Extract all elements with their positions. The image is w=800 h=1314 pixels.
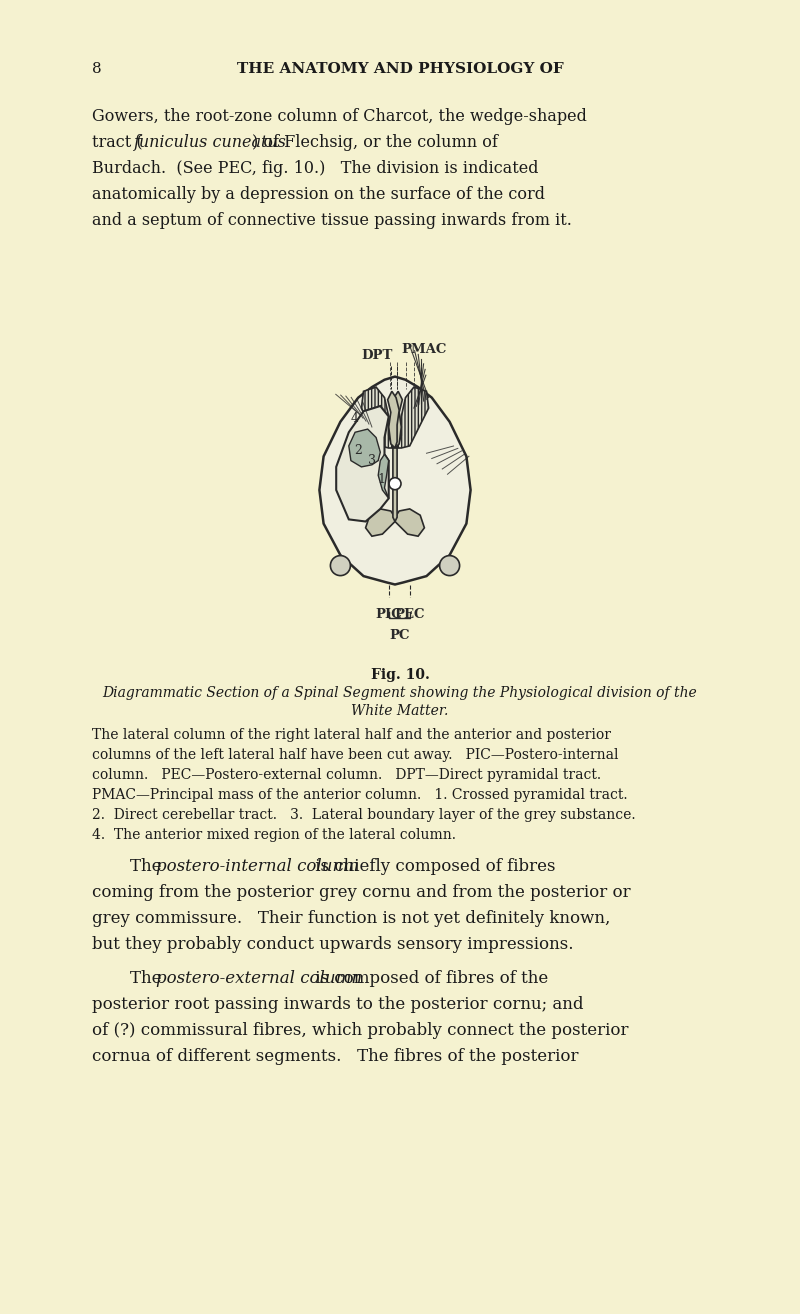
Text: PIC: PIC — [375, 607, 402, 620]
Polygon shape — [397, 388, 429, 448]
Polygon shape — [319, 377, 470, 585]
Circle shape — [440, 556, 459, 576]
Text: 3: 3 — [368, 455, 376, 466]
Text: is composed of fibres of the: is composed of fibres of the — [310, 970, 548, 987]
Text: coming from the posterior grey cornu and from the posterior or: coming from the posterior grey cornu and… — [92, 884, 630, 901]
Text: Gowers, the root-zone column of Charcot, the wedge-shaped: Gowers, the root-zone column of Charcot,… — [92, 108, 587, 125]
Text: is chiefly composed of fibres: is chiefly composed of fibres — [310, 858, 555, 875]
Polygon shape — [336, 406, 389, 522]
Text: funiculus cuneatus: funiculus cuneatus — [134, 134, 287, 151]
Text: posterior root passing inwards to the posterior cornu; and: posterior root passing inwards to the po… — [92, 996, 583, 1013]
Text: THE ANATOMY AND PHYSIOLOGY OF: THE ANATOMY AND PHYSIOLOGY OF — [237, 62, 563, 76]
Text: ) of Flechsig, or the column of: ) of Flechsig, or the column of — [252, 134, 498, 151]
Polygon shape — [366, 509, 395, 536]
Polygon shape — [393, 448, 397, 522]
Text: The lateral column of the right lateral half and the anterior and posterior: The lateral column of the right lateral … — [92, 728, 611, 742]
Text: White Matter.: White Matter. — [351, 704, 449, 717]
Polygon shape — [388, 392, 399, 448]
Text: cornua of different segments.   The fibres of the posterior: cornua of different segments. The fibres… — [92, 1049, 578, 1066]
Text: PMAC—Principal mass of the anterior column.   1. Crossed pyramidal tract.: PMAC—Principal mass of the anterior colu… — [92, 788, 628, 802]
Text: but they probably conduct upwards sensory impressions.: but they probably conduct upwards sensor… — [92, 936, 574, 953]
Text: anatomically by a depression on the surface of the cord: anatomically by a depression on the surf… — [92, 187, 545, 202]
Text: grey commissure.   Their function is not yet definitely known,: grey commissure. Their function is not y… — [92, 911, 610, 926]
Text: and a septum of connective tissue passing inwards from it.: and a septum of connective tissue passin… — [92, 212, 572, 229]
Text: The: The — [130, 858, 166, 875]
Polygon shape — [391, 392, 402, 448]
Text: Fig. 10.: Fig. 10. — [370, 668, 430, 682]
Polygon shape — [395, 509, 424, 536]
Text: 4.  The anterior mixed region of the lateral column.: 4. The anterior mixed region of the late… — [92, 828, 456, 842]
Text: Burdach.  (See PEC, fig. 10.)   The division is indicated: Burdach. (See PEC, fig. 10.) The divisio… — [92, 160, 538, 177]
Text: 1: 1 — [378, 473, 386, 486]
Text: Diagrammatic Section of a Spinal Segment showing the Physiological division of t: Diagrammatic Section of a Spinal Segment… — [102, 686, 698, 700]
Text: column.   PEC—Postero-external column.   DPT—Direct pyramidal tract.: column. PEC—Postero-external column. DPT… — [92, 767, 601, 782]
Polygon shape — [378, 455, 389, 498]
Text: PMAC: PMAC — [402, 343, 447, 356]
Text: postero-internal column: postero-internal column — [156, 858, 359, 875]
Text: 4: 4 — [351, 413, 359, 426]
Text: columns of the left lateral half have been cut away.   PIC—Postero-internal: columns of the left lateral half have be… — [92, 748, 618, 762]
Circle shape — [389, 478, 401, 490]
Circle shape — [330, 556, 350, 576]
Text: The: The — [130, 970, 166, 987]
Polygon shape — [349, 430, 380, 466]
Text: of (?) commissural fibres, which probably connect the posterior: of (?) commissural fibres, which probabl… — [92, 1022, 629, 1039]
Text: DPT: DPT — [362, 350, 393, 361]
Text: tract (: tract ( — [92, 134, 142, 151]
Polygon shape — [349, 430, 380, 466]
Text: postero-external column: postero-external column — [156, 970, 362, 987]
Text: PC: PC — [389, 628, 410, 641]
Text: 2: 2 — [354, 444, 362, 456]
Text: 2.  Direct cerebellar tract.   3.  Lateral boundary layer of the grey substance.: 2. Direct cerebellar tract. 3. Lateral b… — [92, 808, 636, 823]
Text: PEC: PEC — [394, 607, 425, 620]
Polygon shape — [362, 388, 393, 448]
Text: 8: 8 — [92, 62, 102, 76]
Polygon shape — [378, 455, 389, 498]
